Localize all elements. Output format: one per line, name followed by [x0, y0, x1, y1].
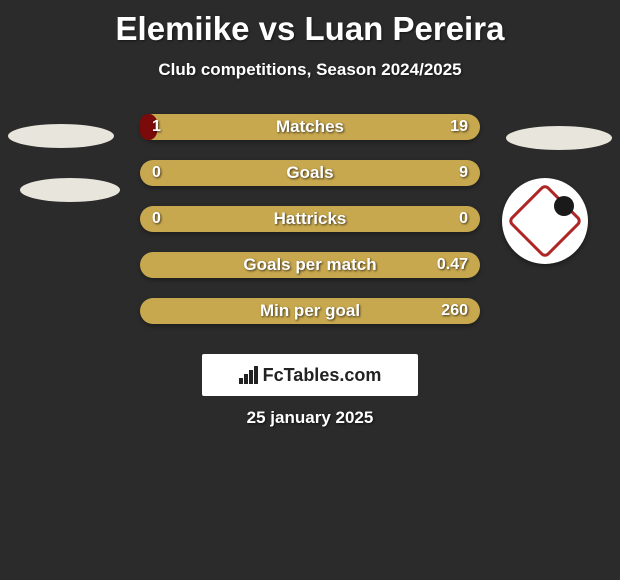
stat-track	[140, 206, 480, 232]
comparison-chart: Matches119 Goals09 Hattricks00 Goals per ma…	[0, 110, 620, 328]
stat-track	[140, 298, 480, 324]
stat-row: Goals09	[0, 156, 620, 190]
stat-fill-player1	[140, 114, 157, 140]
stat-row: Goals per match0.47	[0, 248, 620, 282]
stat-row: Matches119	[0, 110, 620, 144]
page-subtitle: Club competitions, Season 2024/2025	[0, 60, 620, 80]
page-title: Elemiike vs Luan Pereira	[0, 0, 620, 48]
brand-text: FcTables.com	[263, 365, 382, 385]
stat-track	[140, 160, 480, 186]
stat-track	[140, 114, 480, 140]
stat-row: Min per goal260	[0, 294, 620, 328]
footer-date: 25 january 2025	[0, 408, 620, 428]
stat-track	[140, 252, 480, 278]
bars-icon	[239, 366, 259, 384]
stat-row: Hattricks00	[0, 202, 620, 236]
brand-badge: FcTables.com	[202, 354, 418, 396]
